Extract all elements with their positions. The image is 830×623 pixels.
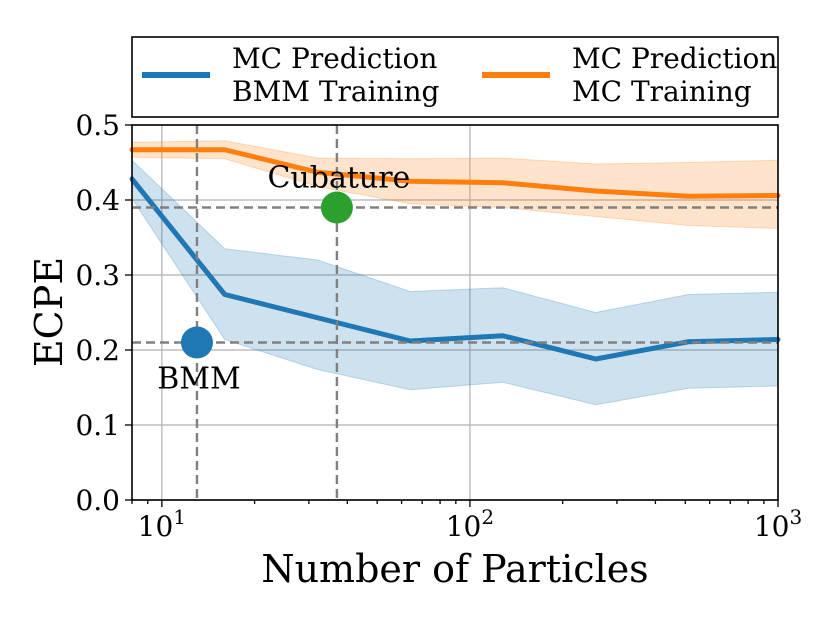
reference-label-bmm: BMM bbox=[157, 362, 240, 397]
legend-label-mc-line2: MC Training bbox=[572, 75, 752, 108]
reference-label-cubature: Cubature bbox=[267, 161, 410, 196]
y-axis-label: ECPE bbox=[27, 257, 71, 367]
legend-label-bmm-line2: BMM Training bbox=[232, 75, 440, 108]
x-axis-label: Number of Particles bbox=[261, 547, 648, 591]
x-tick-label: 101 bbox=[138, 505, 186, 543]
legend-box bbox=[131, 36, 779, 118]
y-tick-label: 0.4 bbox=[75, 184, 120, 217]
y-tick-label: 0.3 bbox=[75, 259, 120, 292]
series-line-0 bbox=[129, 176, 781, 362]
legend-label-mc-line1: MC Prediction bbox=[572, 42, 777, 75]
legend-label-bmm-line1: MC Prediction bbox=[232, 42, 437, 75]
x-tick-label: 103 bbox=[754, 505, 802, 543]
y-tick-label: 0.2 bbox=[75, 334, 120, 367]
plot-frame bbox=[131, 124, 779, 501]
axis-ticks: 0.0 0.1 0.2 0.3 0.4 0.5 101 102 103 bbox=[75, 109, 802, 543]
x-tick-label: 102 bbox=[446, 505, 494, 543]
legend: MC Prediction BMM Training MC Prediction… bbox=[131, 36, 779, 118]
y-tick-label: 0.5 bbox=[75, 109, 120, 142]
series-line-1 bbox=[129, 147, 781, 199]
series-lines bbox=[129, 147, 781, 362]
y-tick-label: 0.1 bbox=[75, 409, 120, 442]
reference-point-cubature bbox=[320, 191, 353, 224]
reference-point-bmm bbox=[180, 326, 213, 359]
y-tick-label: 0.0 bbox=[75, 484, 120, 517]
reference-points: BMM Cubature bbox=[157, 161, 410, 397]
reference-lines bbox=[132, 125, 778, 500]
confidence-band-1 bbox=[131, 140, 779, 230]
